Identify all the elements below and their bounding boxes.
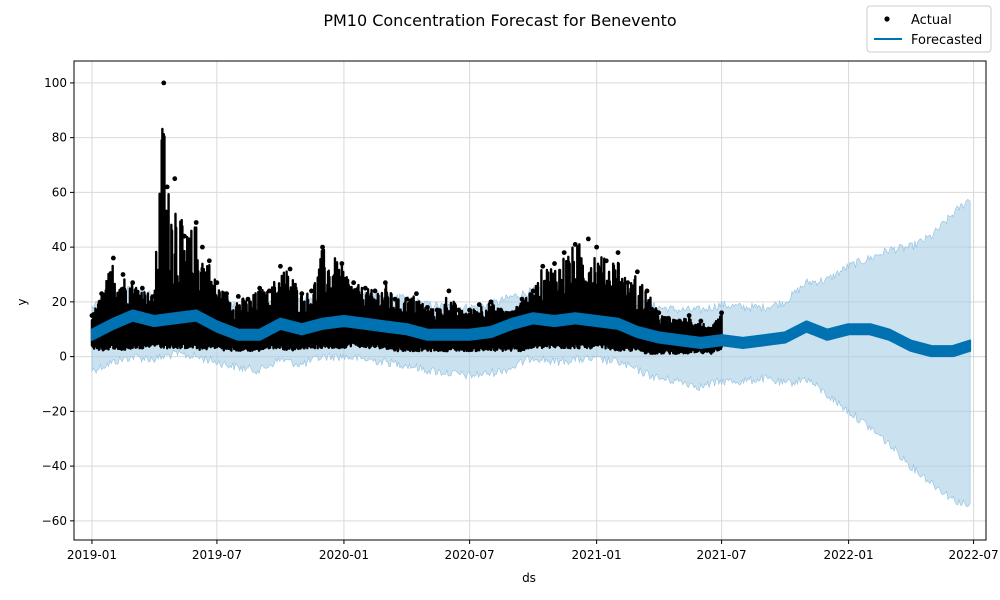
y-tick-label: −60	[42, 514, 67, 528]
actual-peak-point	[446, 288, 452, 294]
actual-peak-point	[552, 261, 557, 266]
y-tick-label: 40	[52, 240, 67, 254]
actual-peak-point	[287, 266, 293, 272]
x-axis-label: ds	[522, 571, 536, 585]
actual-peak-point	[151, 293, 157, 299]
x-tick-label: 2022-01	[824, 548, 874, 562]
y-axis-label: y	[15, 298, 29, 305]
plot-frame	[73, 60, 987, 541]
actual-peak-point	[320, 244, 325, 250]
actual-peak-point	[456, 307, 461, 313]
actual-peak-point	[498, 307, 504, 313]
actual-peak-point	[266, 288, 272, 294]
legend-actual-label: Actual	[911, 13, 952, 28]
actual-peak-point	[200, 244, 205, 250]
y-tick-label: −40	[42, 459, 67, 473]
chart-title: PM10 Concentration Forecast for Benevent…	[323, 11, 676, 30]
actual-peak-point	[540, 263, 546, 269]
actual-peak-point	[278, 263, 283, 269]
actual-peak-point	[206, 258, 212, 264]
actual-points	[89, 80, 724, 356]
y-tick-label: 0	[59, 350, 67, 364]
legend-actual-marker	[884, 16, 890, 22]
actual-peak-point	[467, 307, 472, 313]
actual-peak-point	[656, 310, 662, 316]
actual-peak-point	[509, 310, 515, 316]
actual-peak-point	[488, 299, 494, 305]
actual-peak-point	[172, 176, 178, 182]
actual-peak-point	[698, 318, 704, 324]
x-tick-label: 2020-07	[445, 548, 495, 562]
actual-peak-point	[130, 280, 136, 286]
actual-peak-point	[666, 315, 671, 321]
actual-peak-point	[372, 288, 378, 294]
legend-forecast-label: Forecasted	[911, 33, 982, 48]
legend: Actual Forecasted	[866, 5, 992, 53]
y-tick-label: 100	[44, 76, 67, 90]
actual-peak-point	[414, 291, 419, 297]
actual-peak-point	[224, 291, 229, 297]
actual-peak-point	[161, 80, 167, 86]
actual-peak-point	[245, 296, 251, 302]
actual-peak-point	[235, 293, 241, 299]
actual-peak-point	[434, 307, 440, 313]
actual-peak-point	[299, 291, 305, 297]
x-tick-label: 2019-07	[192, 548, 242, 562]
actual-peak-point	[677, 318, 682, 324]
actual-peak-point	[99, 291, 105, 297]
actual-peak-point	[634, 269, 640, 275]
actual-peak-point	[139, 285, 145, 291]
actual-peak-point	[519, 296, 525, 302]
forecast-line	[90, 309, 972, 358]
actual-peak-point	[404, 296, 410, 302]
actual-peak-point	[644, 288, 650, 294]
actual-peak-point	[719, 310, 724, 316]
x-tick-label: 2022-07	[949, 548, 999, 562]
actual-peak-point	[572, 241, 578, 247]
actual-peak-point	[392, 296, 398, 302]
actual-peak-point	[625, 280, 631, 286]
actual-peak-point	[120, 272, 126, 277]
actual-peak-point	[182, 233, 187, 239]
x-tick-label: 2019-01	[67, 548, 117, 562]
y-tick-label: 20	[52, 295, 67, 309]
x-tick-label: 2020-01	[319, 548, 369, 562]
actual-peak-point	[309, 288, 314, 294]
actual-peak-point	[615, 250, 621, 256]
actual-peak-point	[708, 326, 713, 332]
actual-peak-point	[561, 250, 567, 256]
actual-peak-point	[257, 285, 263, 291]
y-tick-label: 80	[52, 131, 67, 145]
uncertainty-band	[91, 199, 971, 508]
actual-peak-point	[164, 184, 170, 190]
legend-box	[866, 5, 992, 53]
actual-peak-point	[594, 244, 600, 250]
actual-peak-point	[214, 280, 220, 286]
actual-peak-point	[686, 313, 692, 318]
y-tick-label: −20	[42, 404, 67, 418]
actual-peak-point	[425, 304, 430, 310]
x-tick-label: 2021-01	[572, 548, 622, 562]
actual-peak-point	[530, 288, 536, 294]
actual-peak-point	[193, 220, 199, 225]
actual-peak-point	[339, 261, 345, 266]
actual-peak-point	[476, 302, 482, 308]
actual-peak-point	[585, 236, 591, 242]
actual-peak-point	[89, 313, 95, 318]
actual-peak-point	[603, 258, 609, 264]
y-tick-label: 60	[52, 185, 67, 199]
actual-peak-point	[362, 285, 368, 291]
x-tick-label: 2021-07	[697, 548, 747, 562]
actual-peak-point	[110, 255, 116, 261]
plot-area: 2019-01 2019-07 2020-01 2020-07 2021-01 2021-…	[42, 60, 999, 562]
actual-peak-point	[351, 280, 357, 286]
actual-peak-point	[382, 280, 388, 286]
